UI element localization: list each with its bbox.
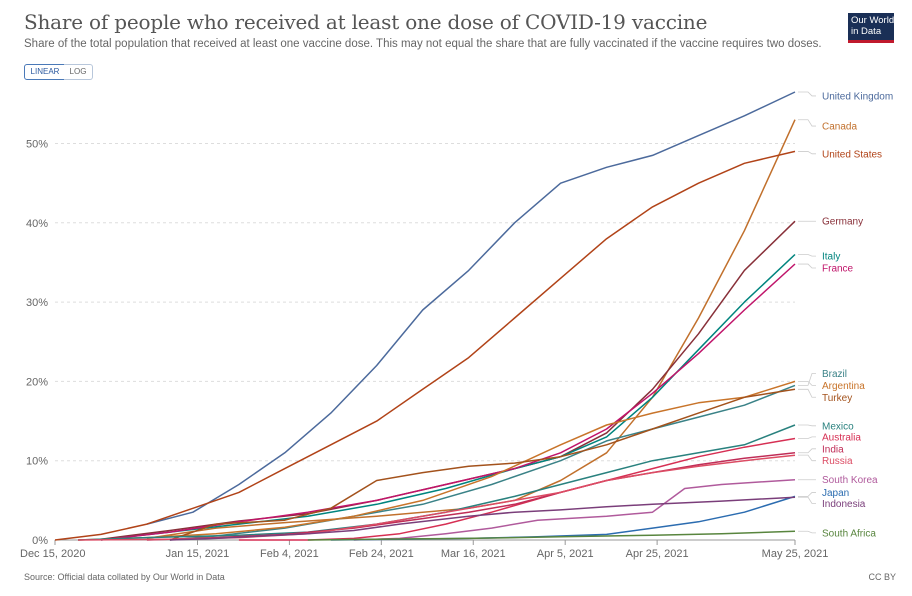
owid-logo[interactable]: Our World in Data [848, 13, 894, 43]
series-label-japan[interactable]: Japan [822, 488, 849, 499]
series-line-france[interactable] [100, 263, 796, 541]
y-tick-label: 0% [32, 535, 48, 547]
chart-title: Share of people who received at least on… [24, 10, 708, 34]
series-label-mexico[interactable]: Mexico [822, 421, 854, 432]
logo-line-2: in Data [851, 26, 882, 37]
series-line-indonesia[interactable] [169, 496, 796, 541]
series-label-italy[interactable]: Italy [822, 252, 840, 263]
label-connector [798, 436, 816, 439]
series-line-brazil[interactable] [169, 384, 796, 541]
series-lines [54, 91, 796, 541]
series-label-indonesia[interactable]: Indonesia [822, 499, 866, 510]
x-tick-label: Mar 16, 2021 [441, 548, 506, 560]
series-label-united-states[interactable]: United States [822, 149, 882, 160]
series-label-canada[interactable]: Canada [822, 122, 857, 133]
label-connector [798, 381, 816, 386]
x-tick-label: Dec 15, 2020 [20, 548, 85, 560]
label-connector [798, 530, 816, 534]
series-label-south-korea[interactable]: South Korea [822, 475, 878, 486]
label-connector [798, 496, 816, 504]
label-connector [798, 492, 816, 497]
series-line-south-korea[interactable] [353, 478, 796, 541]
series-line-south-africa[interactable] [307, 530, 796, 541]
series-line-turkey[interactable] [169, 388, 796, 541]
series-line-united-states[interactable] [54, 150, 796, 541]
series-label-india[interactable]: India [822, 444, 844, 455]
series-line-australia[interactable] [238, 437, 796, 541]
label-connector [798, 91, 816, 97]
series-label-turkey[interactable]: Turkey [822, 393, 852, 404]
series-line-united-kingdom[interactable] [146, 91, 796, 525]
series-label-brazil[interactable]: Brazil [822, 369, 847, 380]
label-connector [798, 254, 816, 257]
label-connector [798, 119, 816, 127]
y-tick-label: 30% [26, 297, 48, 309]
y-tick-label: 50% [26, 139, 48, 151]
series-line-russia[interactable] [77, 454, 796, 541]
chart-subtitle: Share of the total population that recei… [24, 38, 822, 50]
x-tick-label: Apr 5, 2021 [537, 548, 594, 560]
x-tick-label: Apr 25, 2021 [626, 548, 689, 560]
label-connector [798, 454, 816, 462]
license-link[interactable]: CC BY [868, 572, 896, 582]
series-labels: United Kingdom Canada United States Germany… [798, 91, 893, 539]
label-connector [798, 424, 816, 427]
label-connector [798, 373, 816, 386]
x-tick-label: Feb 4, 2021 [260, 548, 319, 560]
label-connector [798, 151, 816, 155]
source-note[interactable]: Source: Official data collated by Our Wo… [24, 572, 225, 582]
y-tick-label: 40% [26, 218, 48, 230]
series-label-france[interactable]: France [822, 264, 854, 275]
x-tick-label: Jan 15, 2021 [166, 548, 230, 560]
label-connector [798, 448, 816, 454]
series-label-south-africa[interactable]: South Africa [822, 528, 876, 539]
x-axis-ticks: Dec 15, 2020 Jan 15, 2021 Feb 4, 2021 Feb 2… [20, 540, 828, 560]
linear-scale-button[interactable]: LINEAR [24, 64, 66, 80]
y-tick-label: 10% [26, 456, 48, 468]
series-label-russia[interactable]: Russia [822, 456, 853, 467]
series-label-australia[interactable]: Australia [822, 432, 861, 443]
log-scale-button[interactable]: LOG [64, 64, 93, 80]
logo-line-1: Our World [851, 15, 895, 26]
x-tick-label: May 25, 2021 [762, 548, 829, 560]
series-line-argentina[interactable] [77, 380, 796, 541]
series-line-mexico[interactable] [77, 424, 796, 541]
series-label-united-kingdom[interactable]: United Kingdom [822, 91, 893, 102]
series-label-germany[interactable]: Germany [822, 217, 863, 228]
y-tick-label: 20% [26, 376, 48, 388]
x-tick-label: Feb 24, 2021 [349, 548, 414, 560]
series-label-argentina[interactable]: Argentina [822, 381, 865, 392]
label-connector [798, 263, 816, 269]
series-line-canada[interactable] [146, 119, 796, 540]
y-axis-ticks: 0% 10% 20% 30% 40% 50% [26, 139, 48, 547]
label-connector [798, 388, 816, 398]
